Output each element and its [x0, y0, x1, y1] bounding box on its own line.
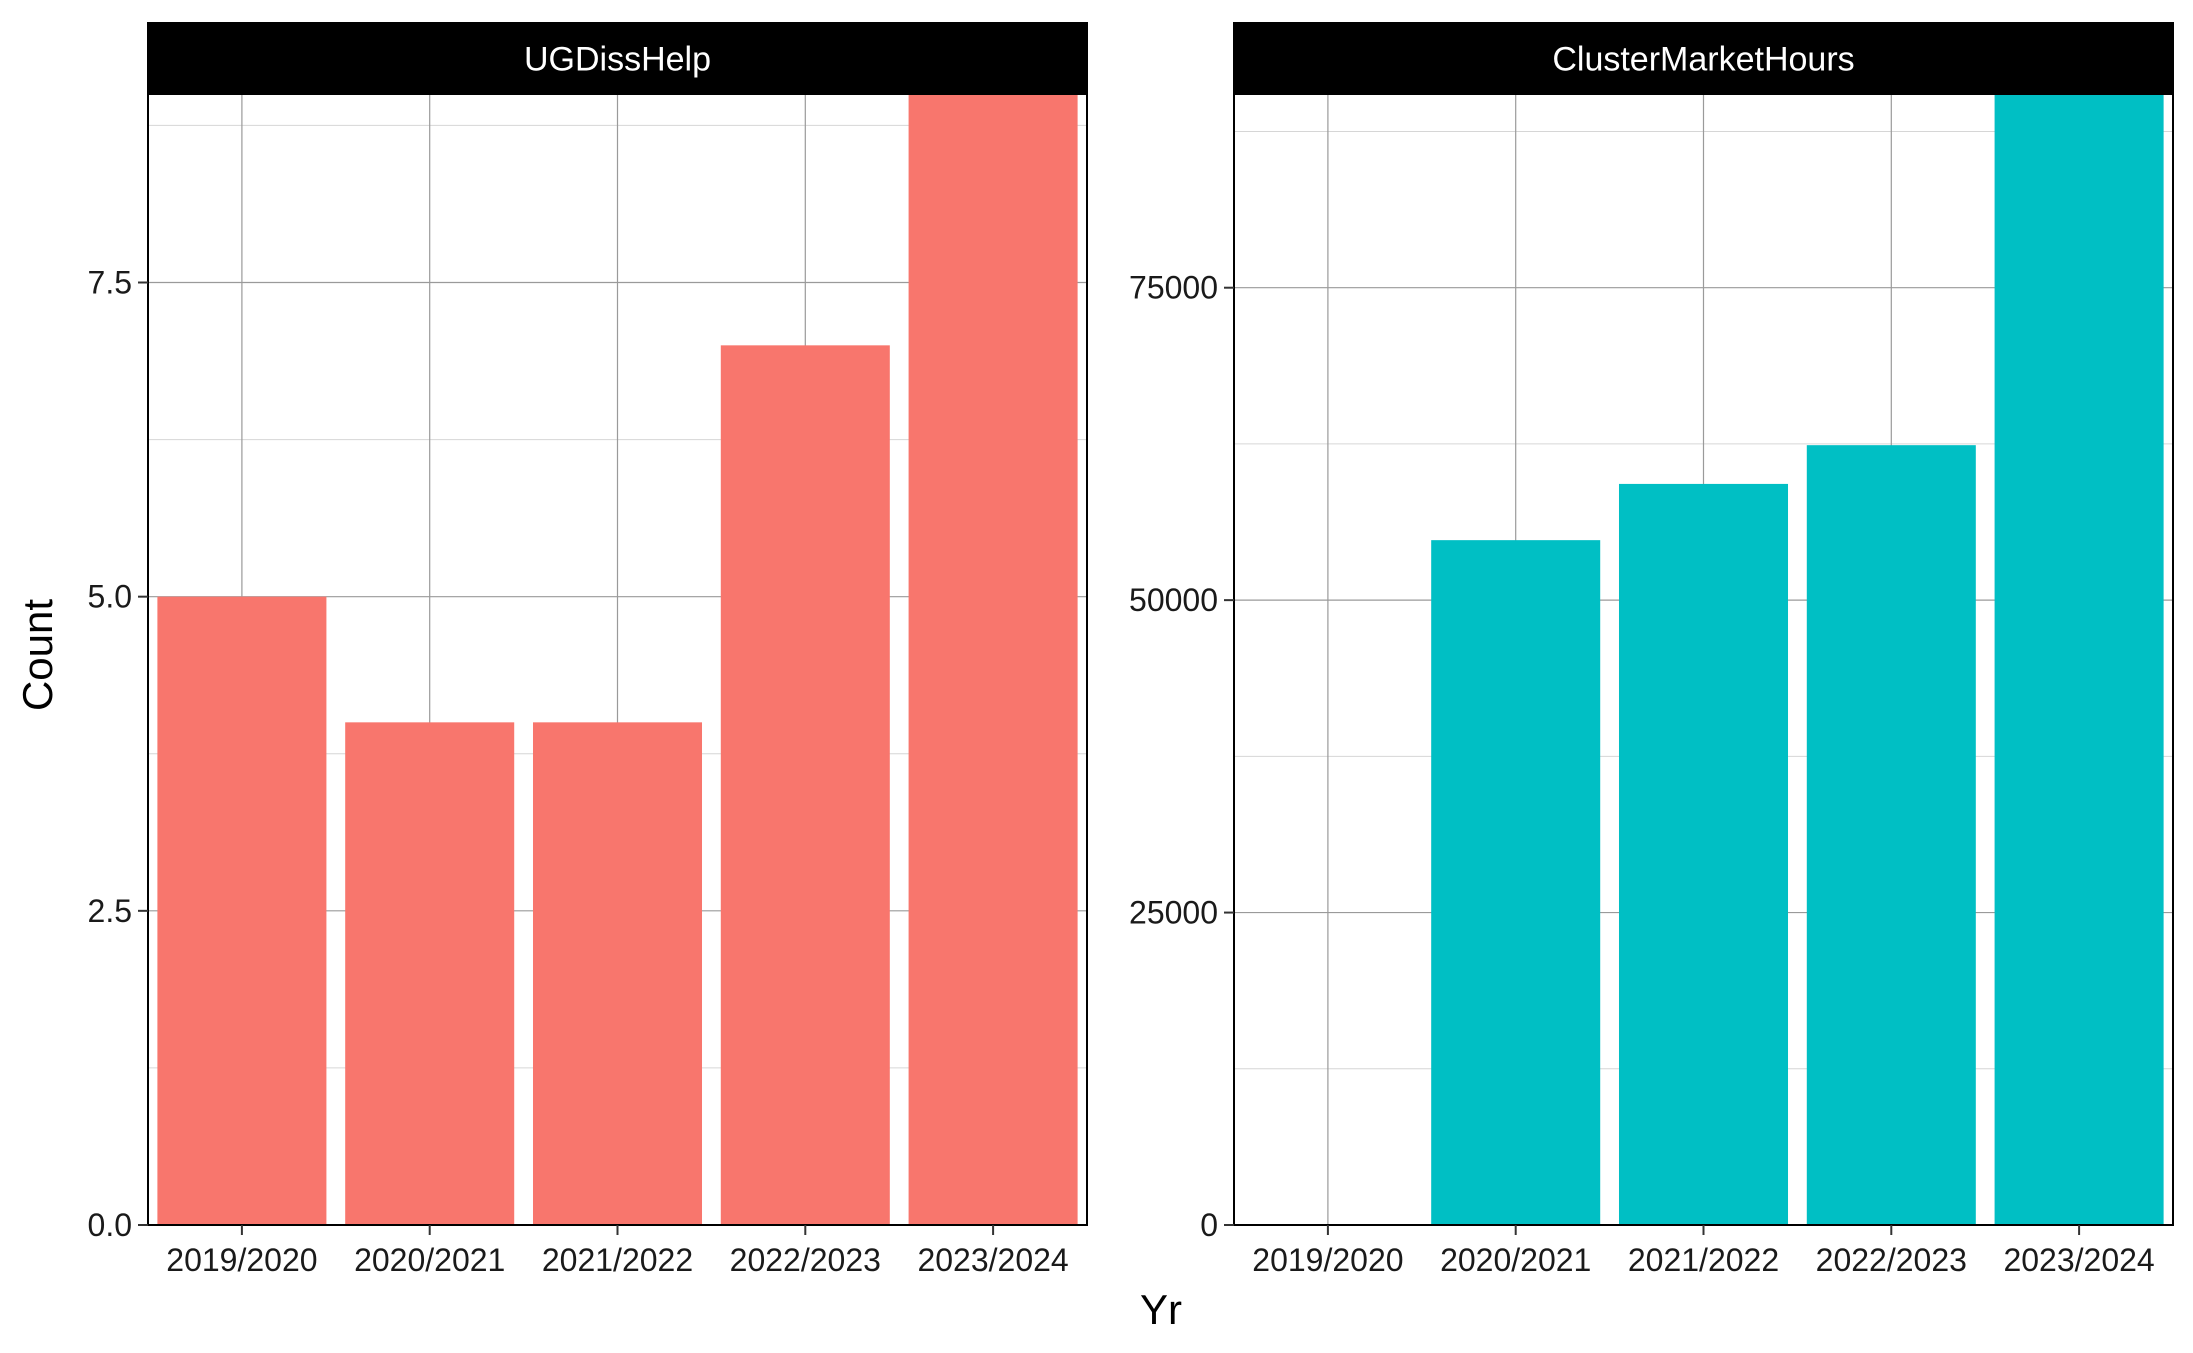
bar-2021/2022	[1618, 483, 1789, 1225]
x-tick-label: 2022/2023	[730, 1242, 881, 1278]
y-tick-label: 50000	[1129, 582, 1218, 618]
facet-strip	[147, 22, 1088, 95]
x-tick-label: 2021/2022	[542, 1242, 693, 1278]
x-tick-label: 2019/2020	[166, 1242, 317, 1278]
y-tick-label: 0.0	[88, 1207, 132, 1243]
y-tick-label: 25000	[1129, 895, 1218, 931]
bar-2020/2021	[345, 722, 515, 1225]
x-axis-title: Yr	[1140, 1286, 1182, 1333]
y-tick-label: 0	[1200, 1207, 1218, 1243]
y-tick-label: 7.5	[88, 265, 132, 301]
x-tick-label: 2023/2024	[917, 1242, 1068, 1278]
facet-strip	[1233, 22, 2174, 95]
bar-2022/2023	[1806, 445, 1976, 1225]
x-tick-label: 2019/2020	[1252, 1242, 1403, 1278]
x-tick-label: 2020/2021	[354, 1242, 505, 1278]
bar-2023/2024	[1994, 94, 2164, 1225]
bar-2021/2022	[532, 722, 703, 1225]
y-tick-label: 2.5	[88, 893, 132, 929]
y-tick-label: 5.0	[88, 579, 132, 615]
y-tick-label: 75000	[1129, 270, 1218, 306]
bar-2019/2020	[157, 596, 327, 1225]
x-tick-label: 2021/2022	[1628, 1242, 1779, 1278]
x-tick-label: 2020/2021	[1440, 1242, 1591, 1278]
bar-2020/2021	[1431, 540, 1601, 1225]
bar-2023/2024	[908, 94, 1078, 1225]
x-tick-label: 2023/2024	[2003, 1242, 2154, 1278]
facet-strip-label: UGDissHelp	[524, 41, 711, 79]
y-axis-title: Count	[14, 599, 61, 711]
facet-panel-2: ClusterMarketHours 0 25000 50000 75000 2019/2…	[1129, 22, 2174, 1278]
facet-panel-1: UGDissHelp 0.0 2.5 5.0 7.5 2019/2020 2020/2021…	[88, 22, 1088, 1278]
bar-2022/2023	[720, 345, 890, 1225]
x-tick-label: 2022/2023	[1816, 1242, 1967, 1278]
facet-strip-label: ClusterMarketHours	[1552, 41, 1854, 79]
